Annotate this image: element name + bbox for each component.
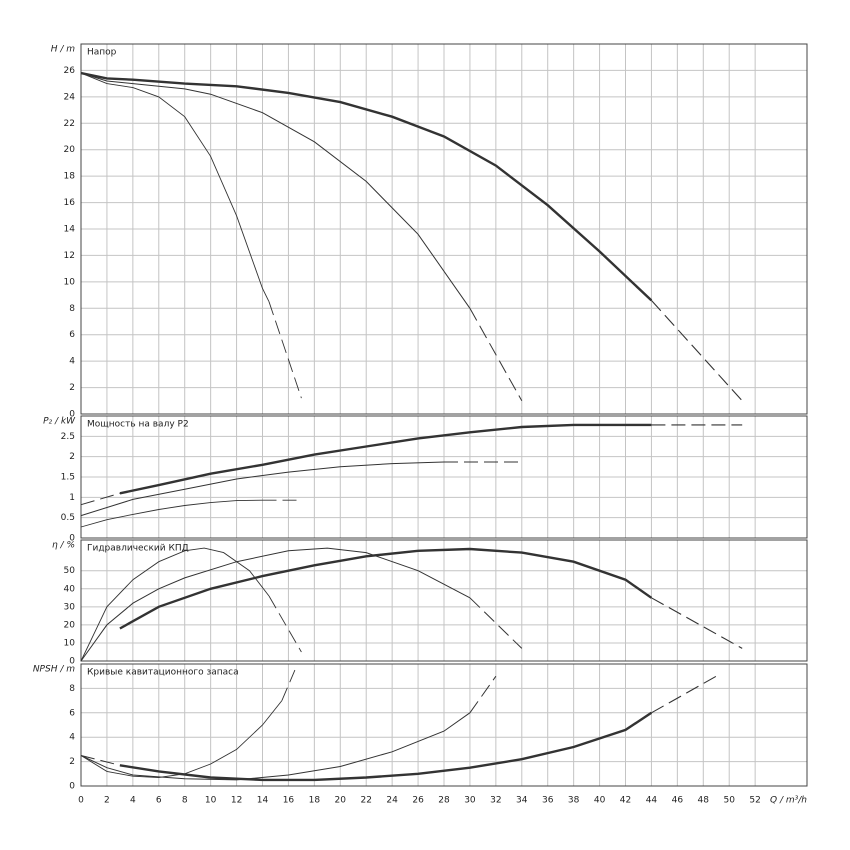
x-tick-label: 20 — [335, 796, 347, 806]
y-tick-label: 24 — [64, 92, 76, 102]
curve — [651, 597, 743, 649]
x-tick-label: 8 — [182, 796, 188, 806]
panel-frame — [80, 663, 808, 787]
x-tick-label: 0 — [78, 796, 84, 806]
x-tick-label: 34 — [516, 796, 528, 806]
x-tick-label: 22 — [360, 796, 371, 806]
curve — [268, 301, 302, 399]
panel-title: Гидравлический КПД — [87, 544, 189, 554]
y-tick-label: 6 — [69, 330, 75, 340]
x-tick-label: 38 — [568, 796, 580, 806]
curve — [650, 300, 743, 402]
panel-title: Мощность на валу P2 — [87, 420, 189, 430]
x-tick-label: 4 — [130, 796, 136, 806]
y-tick-label: 0.5 — [61, 513, 75, 523]
y-axis-label: P₂ / kW — [43, 417, 76, 427]
y-tick-label: 10 — [64, 638, 76, 648]
panel-title: Кривые кавитационного запаса — [87, 668, 239, 678]
panel-title: Напор — [87, 48, 117, 58]
y-tick-label: 40 — [64, 584, 76, 594]
curve — [469, 308, 523, 402]
y-tick-label: 2.5 — [61, 432, 75, 442]
curve — [80, 547, 471, 662]
curve — [80, 700, 283, 778]
y-tick-label: 0 — [69, 782, 75, 792]
curve — [469, 597, 523, 649]
y-tick-label: 18 — [64, 172, 76, 182]
y-axis-label: η / % — [52, 541, 75, 551]
panel-frame — [80, 539, 808, 662]
y-tick-label: 8 — [69, 684, 75, 694]
y-axis-label: H / m — [51, 45, 76, 55]
y-axis-label: NPSH / m — [33, 665, 75, 675]
y-tick-label: 8 — [69, 304, 75, 314]
y-tick-label: 4 — [69, 733, 75, 743]
y-tick-label: 20 — [64, 620, 76, 630]
x-tick-label: 26 — [412, 796, 424, 806]
y-tick-label: 14 — [64, 225, 76, 235]
y-tick-label: 6 — [69, 708, 75, 718]
x-tick-label: 44 — [646, 796, 658, 806]
y-tick-label: 16 — [64, 198, 76, 208]
y-tick-label: 4 — [69, 357, 75, 367]
y-tick-label: 0 — [69, 534, 75, 544]
curve — [469, 675, 497, 714]
y-tick-label: 2 — [69, 383, 75, 393]
curve — [268, 595, 302, 653]
curve — [80, 755, 121, 766]
x-tick-label: 24 — [386, 796, 398, 806]
panel-frame — [80, 415, 808, 539]
x-tick-label: 10 — [205, 796, 217, 806]
y-tick-label: 30 — [64, 602, 76, 612]
curve — [281, 669, 296, 701]
x-tick-label: 50 — [723, 796, 735, 806]
x-tick-label: 6 — [156, 796, 162, 806]
y-tick-label: 0 — [69, 657, 75, 667]
x-tick-label: 30 — [464, 796, 476, 806]
curve — [119, 423, 652, 495]
curve — [80, 72, 471, 309]
x-tick-label: 36 — [542, 796, 554, 806]
curve — [80, 461, 445, 517]
x-tick-label: 2 — [104, 796, 110, 806]
y-tick-label: 1.5 — [61, 473, 75, 483]
y-tick-label: 10 — [64, 277, 76, 287]
y-tick-label: 20 — [64, 145, 76, 155]
x-tick-label: 12 — [231, 796, 242, 806]
curve — [119, 547, 653, 630]
y-tick-label: 22 — [64, 119, 75, 129]
curve — [80, 547, 270, 662]
x-tick-label: 28 — [438, 796, 450, 806]
y-tick-label: 0 — [69, 410, 75, 420]
curve — [80, 72, 270, 302]
y-tick-label: 26 — [64, 66, 76, 76]
y-tick-label: 50 — [64, 566, 76, 576]
y-tick-label: 1 — [69, 493, 75, 503]
curve — [119, 711, 653, 782]
x-tick-label: 18 — [309, 796, 321, 806]
curve — [80, 71, 653, 302]
x-tick-label: 40 — [594, 796, 606, 806]
x-tick-label: 48 — [698, 796, 710, 806]
x-axis-label: Q / m³/h — [770, 796, 807, 806]
y-tick-label: 2 — [69, 757, 75, 767]
curve — [80, 712, 471, 781]
curve — [651, 675, 717, 714]
y-tick-label: 12 — [64, 251, 75, 261]
x-tick-label: 42 — [620, 796, 631, 806]
panel-frame — [80, 43, 808, 415]
x-tick-label: 16 — [283, 796, 295, 806]
y-tick-label: 2 — [69, 452, 75, 462]
curve — [80, 492, 121, 506]
x-tick-label: 46 — [672, 796, 684, 806]
x-tick-label: 32 — [490, 796, 501, 806]
x-tick-label: 14 — [257, 796, 269, 806]
curve — [80, 499, 263, 528]
x-tick-label: 52 — [749, 796, 760, 806]
